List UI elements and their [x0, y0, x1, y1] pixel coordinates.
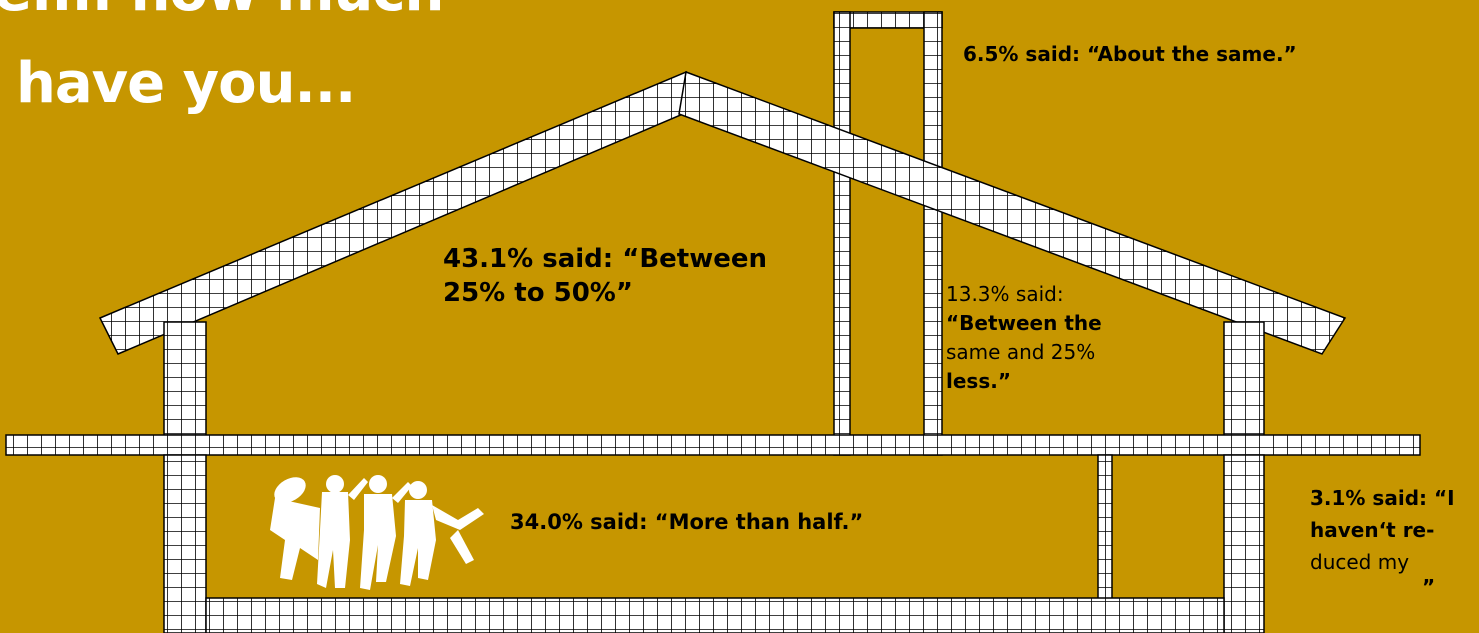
upper-walls [163, 321, 1265, 436]
floor-beam [5, 434, 1421, 456]
label-havent-reduced-line2: haven‘t re- [1310, 518, 1435, 542]
label-more-than-half: 34.0% said: “More than half.” [510, 510, 864, 534]
label-between-25-50-line2: 25% to 50%” [443, 278, 633, 308]
title-line2: have you... [16, 51, 356, 116]
lower-walls [163, 454, 1265, 633]
roof [98, 70, 1347, 355]
label-about-same: 6.5% said: “About the same.” [963, 42, 1297, 66]
label-same-25-less-line1: 13.3% said: [946, 282, 1064, 306]
label-same-25-less-line4: less.” [946, 369, 1011, 393]
label-same-25-less: 13.3% said: “Between the same and 25% le… [946, 280, 1102, 396]
title-line1: e.... how much [0, 0, 444, 20]
label-havent-reduced-line4: ” [1422, 575, 1436, 599]
label-between-25-50-line1: 43.1% said: “Between [443, 244, 768, 274]
label-havent-reduced: 3.1% said: “I haven‘t re- duced my ” [1310, 482, 1455, 599]
label-havent-reduced-line1: 3.1% said: “I [1310, 486, 1455, 510]
label-between-25-50: 43.1% said: “Between 25% to 50%” [443, 242, 767, 310]
chimney [833, 11, 943, 456]
label-same-25-less-line3: same and 25% [946, 340, 1096, 364]
jumping-people-silhouette-icon [270, 475, 484, 590]
label-havent-reduced-line3: duced my [1310, 550, 1410, 574]
label-same-25-less-line2: “Between the [946, 311, 1102, 335]
